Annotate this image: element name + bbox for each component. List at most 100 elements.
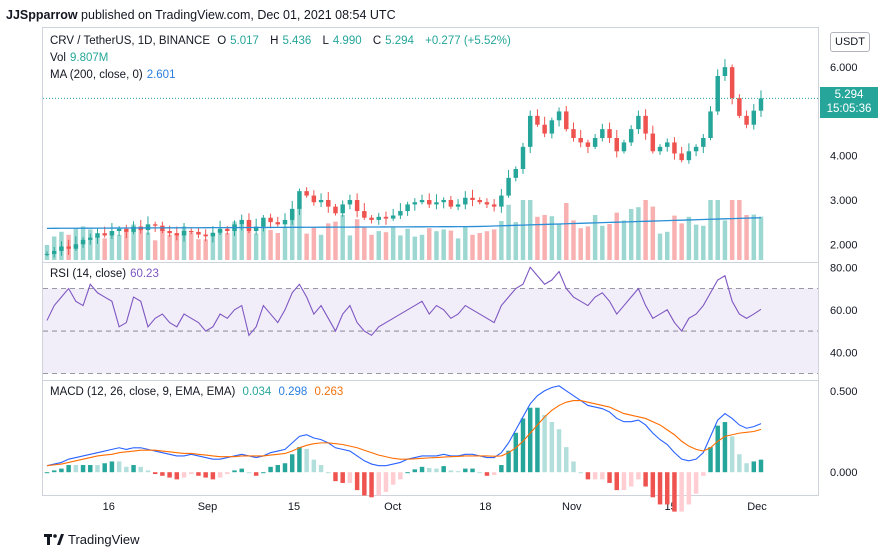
candle-body <box>607 129 612 138</box>
volume-bar <box>73 228 79 260</box>
macd-histogram-bar <box>520 418 526 473</box>
macd-histogram-bar <box>203 472 208 478</box>
volume-bar <box>564 203 569 260</box>
candle-body <box>463 197 468 205</box>
rsi-legend[interactable]: RSI (14, close) 60.23 <box>50 268 159 280</box>
volume-bar <box>152 240 158 260</box>
author-name[interactable]: JJSpparrow <box>6 8 78 22</box>
last-price-tag: 5.294 15:05:36 <box>820 87 878 118</box>
macd-histogram-bar <box>362 472 367 496</box>
candle-body <box>499 195 504 207</box>
candle-body <box>102 233 107 236</box>
chart-frame <box>42 27 819 496</box>
macd-histogram-bar <box>722 422 728 473</box>
rsi-value: 60.23 <box>130 268 159 280</box>
macd-histogram-bar <box>196 472 201 476</box>
macd-histogram-bar <box>253 472 259 476</box>
volume-bar <box>729 200 735 260</box>
macd-histogram-bar <box>564 447 569 473</box>
volume-bar <box>297 206 302 260</box>
candle-body <box>354 200 360 212</box>
macd-histogram-bar <box>376 472 381 496</box>
macd-histogram-bar <box>585 472 591 480</box>
volume-bar <box>131 224 136 260</box>
macd-histogram-bar <box>174 472 180 480</box>
volume-bar <box>672 215 677 260</box>
volume-bar <box>275 233 281 260</box>
volume-bar <box>643 200 648 260</box>
candle-body <box>289 208 295 220</box>
macd-histogram-bar <box>744 463 749 473</box>
macd-histogram-bar <box>297 447 302 473</box>
macd-histogram-bar <box>333 472 338 482</box>
ma-value: 2.601 <box>146 69 176 81</box>
macd-histogram-bar <box>152 472 158 474</box>
candle-body <box>340 204 345 214</box>
candle-body <box>95 233 100 238</box>
time-axis-tick-label: 15 <box>288 501 300 513</box>
candle-body <box>217 228 223 233</box>
candle-body <box>405 204 410 212</box>
macd-histogram-bar <box>607 472 612 483</box>
volume-bar <box>326 223 331 260</box>
volume-bar <box>441 229 446 260</box>
macd-legend[interactable]: MACD (12, 26, close, 9, EMA, EMA) 0.034 … <box>50 386 344 398</box>
candle-body <box>470 197 475 200</box>
candle-body <box>239 219 244 225</box>
candle-body <box>686 151 692 161</box>
candle-body <box>715 76 720 112</box>
volume-bar <box>455 238 461 260</box>
macd-histogram-bar <box>600 472 605 480</box>
macd-histogram-bar <box>138 466 143 473</box>
macd-histogram-bar <box>542 414 547 473</box>
volume-bar <box>282 226 288 260</box>
candle-body <box>708 111 713 138</box>
macd-histogram-bar <box>441 466 446 473</box>
candle-body <box>203 234 208 237</box>
candle-body <box>275 222 281 225</box>
volume-bar <box>390 227 396 260</box>
rsi-line <box>46 266 762 337</box>
volume-bar <box>701 225 706 260</box>
volume-bar <box>102 238 107 260</box>
candle-body <box>225 228 230 231</box>
volume-bar <box>369 234 374 260</box>
tradingview-footer[interactable]: TradingView <box>44 532 140 547</box>
volume-bar <box>693 224 699 260</box>
macd-histogram-bar <box>527 407 533 473</box>
macd-histogram-bar <box>434 468 439 473</box>
candle-body <box>326 200 331 207</box>
candle-body <box>751 110 757 125</box>
macd-histogram-bar <box>275 465 281 473</box>
candle-body <box>427 200 432 205</box>
volume-bar <box>196 239 201 260</box>
symbol-label[interactable]: CRV / TetherUS, 1D, BINANCE <box>50 35 210 47</box>
macd-histogram-bar <box>729 436 735 473</box>
candle-body <box>189 231 194 232</box>
macd-histogram-bar <box>289 454 295 473</box>
macd-histogram-bar <box>131 465 136 473</box>
candle-body <box>448 200 454 207</box>
macd-histogram-bar <box>693 472 699 494</box>
macd-histogram-bar <box>44 472 50 474</box>
volume-bar <box>520 200 526 260</box>
macd-histogram-bar <box>455 471 461 473</box>
currency-unit-button[interactable]: USDT <box>830 32 870 52</box>
volume-bar <box>477 233 482 260</box>
last-price-value: 5.294 <box>834 89 864 101</box>
volume-bar <box>340 215 345 260</box>
candle-body <box>455 204 461 207</box>
volume-bar <box>412 236 418 260</box>
volume-bar <box>549 216 555 260</box>
ma-legend[interactable]: MA (200, close, 0) 2.601 <box>50 69 176 81</box>
volume-bar <box>44 245 50 260</box>
volume-bar <box>542 215 547 260</box>
candle-body <box>737 98 742 116</box>
macd-histogram-bar <box>326 472 331 474</box>
volume-bar <box>751 214 757 260</box>
macd-histogram-bar <box>340 472 345 483</box>
candle-body <box>268 217 273 223</box>
candle-body <box>549 120 555 134</box>
volume-bar <box>434 231 439 260</box>
